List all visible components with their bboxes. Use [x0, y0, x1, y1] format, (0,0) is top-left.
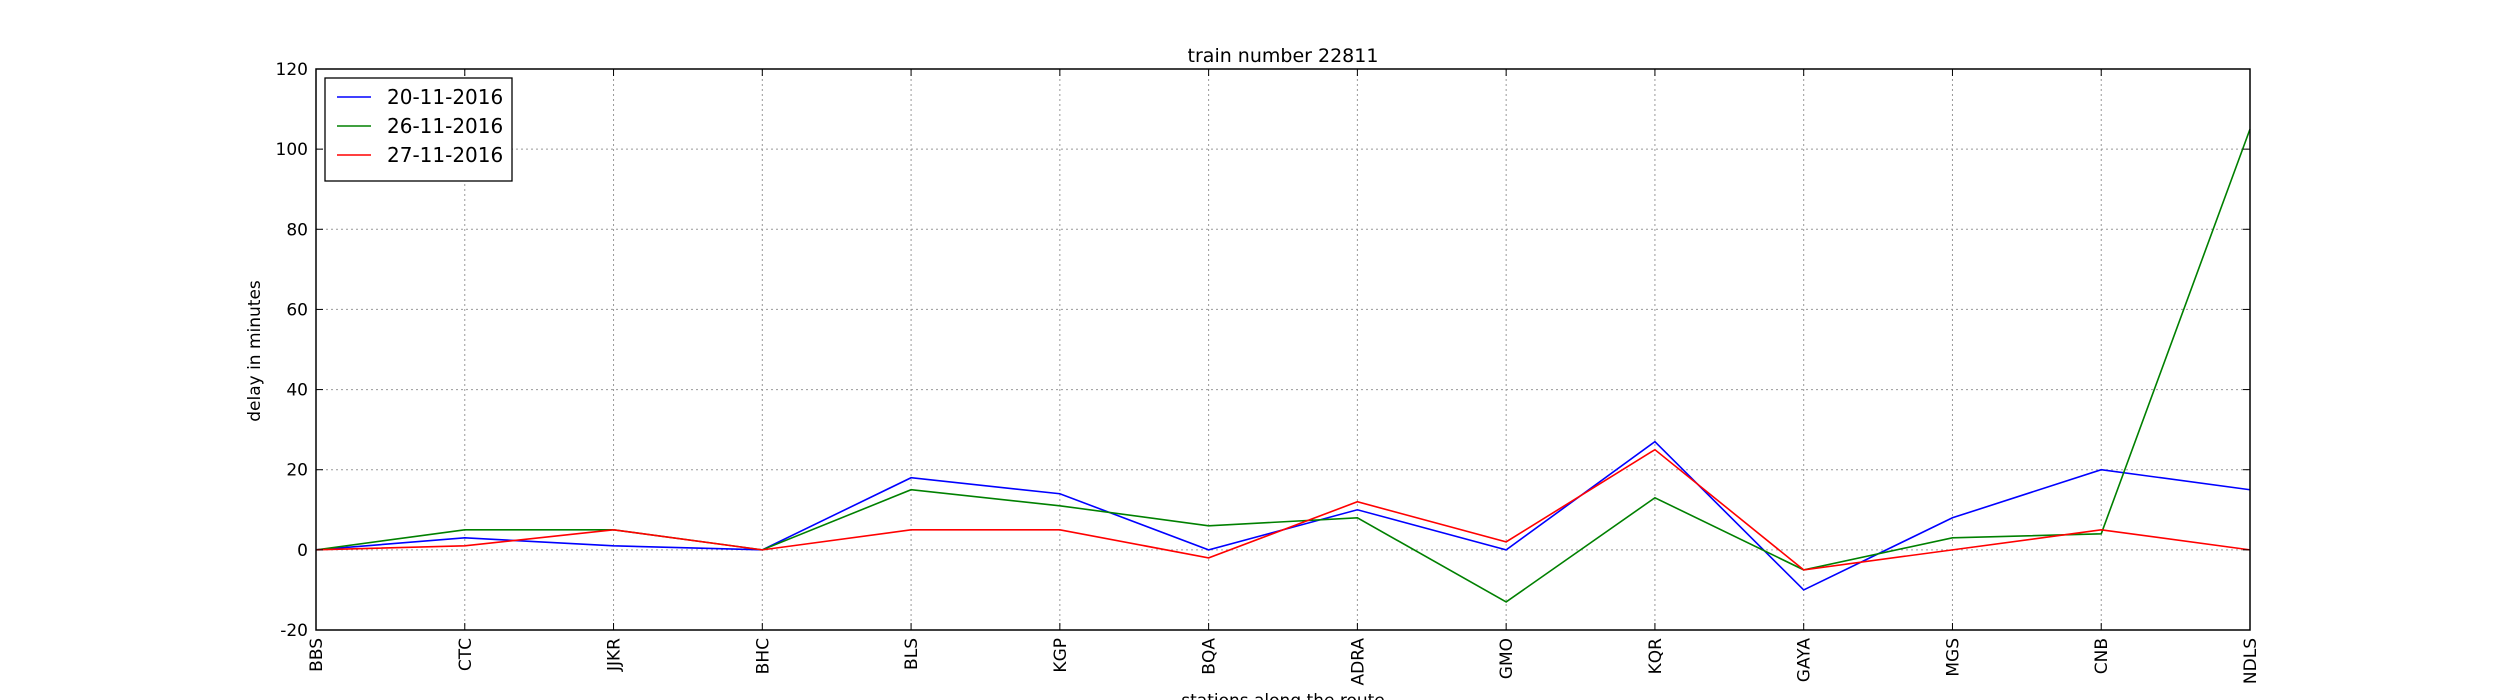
series-lines — [315, 128, 2251, 603]
x-tick-label: KGP — [1051, 638, 1071, 673]
x-tick-label: CTC — [456, 638, 476, 671]
series-line-1 — [315, 440, 2251, 591]
y-tick-label: 60 — [286, 300, 308, 320]
chart-title: train number 22811 — [1188, 45, 1379, 67]
y-axis-ticks: -20 0 20 40 60 80 100 120 — [276, 60, 2250, 641]
legend-label-1: 20-11-2016 — [387, 85, 503, 109]
x-tick-label: JJKR — [605, 638, 625, 672]
x-tick-label: ADRA — [1348, 638, 1368, 686]
x-axis-label: stations along the route — [1181, 691, 1385, 700]
legend: 20-11-2016 26-11-2016 27-11-2016 — [324, 77, 513, 182]
legend-label-3: 27-11-2016 — [387, 143, 503, 167]
x-tick-label: CNB — [2092, 638, 2112, 674]
x-tick-label: MGS — [1943, 638, 1963, 677]
x-axis-ticks: BBS CTC JJKR BHC BLS KGP BQA ADRA GMO KQR GAYA MGS C… — [307, 69, 2261, 685]
x-tick-label: KQR — [1646, 638, 1666, 675]
legend-label-2: 26-11-2016 — [387, 114, 503, 138]
y-tick-label: 0 — [297, 541, 308, 561]
x-tick-label: GMO — [1497, 638, 1517, 679]
y-tick-label: 40 — [286, 381, 308, 401]
y-tick-label: 20 — [286, 461, 308, 481]
y-tick-label: 120 — [276, 60, 308, 80]
x-tick-label: BBS — [307, 638, 327, 672]
x-tick-label: BQA — [1200, 638, 1220, 675]
series-line-3 — [315, 448, 2251, 571]
y-tick-label: 80 — [286, 220, 308, 240]
x-tick-label: GAYA — [1795, 638, 1815, 683]
legend-box — [324, 77, 513, 182]
x-tick-label: BLS — [902, 638, 922, 670]
y-tick-label: 100 — [276, 140, 308, 160]
y-axis-label: delay in minutes — [245, 280, 265, 422]
x-tick-label: NDLS — [2241, 638, 2261, 684]
y-tick-label: -20 — [280, 621, 308, 641]
plot-frame — [315, 68, 2251, 631]
x-tick-label: BHC — [753, 638, 773, 674]
